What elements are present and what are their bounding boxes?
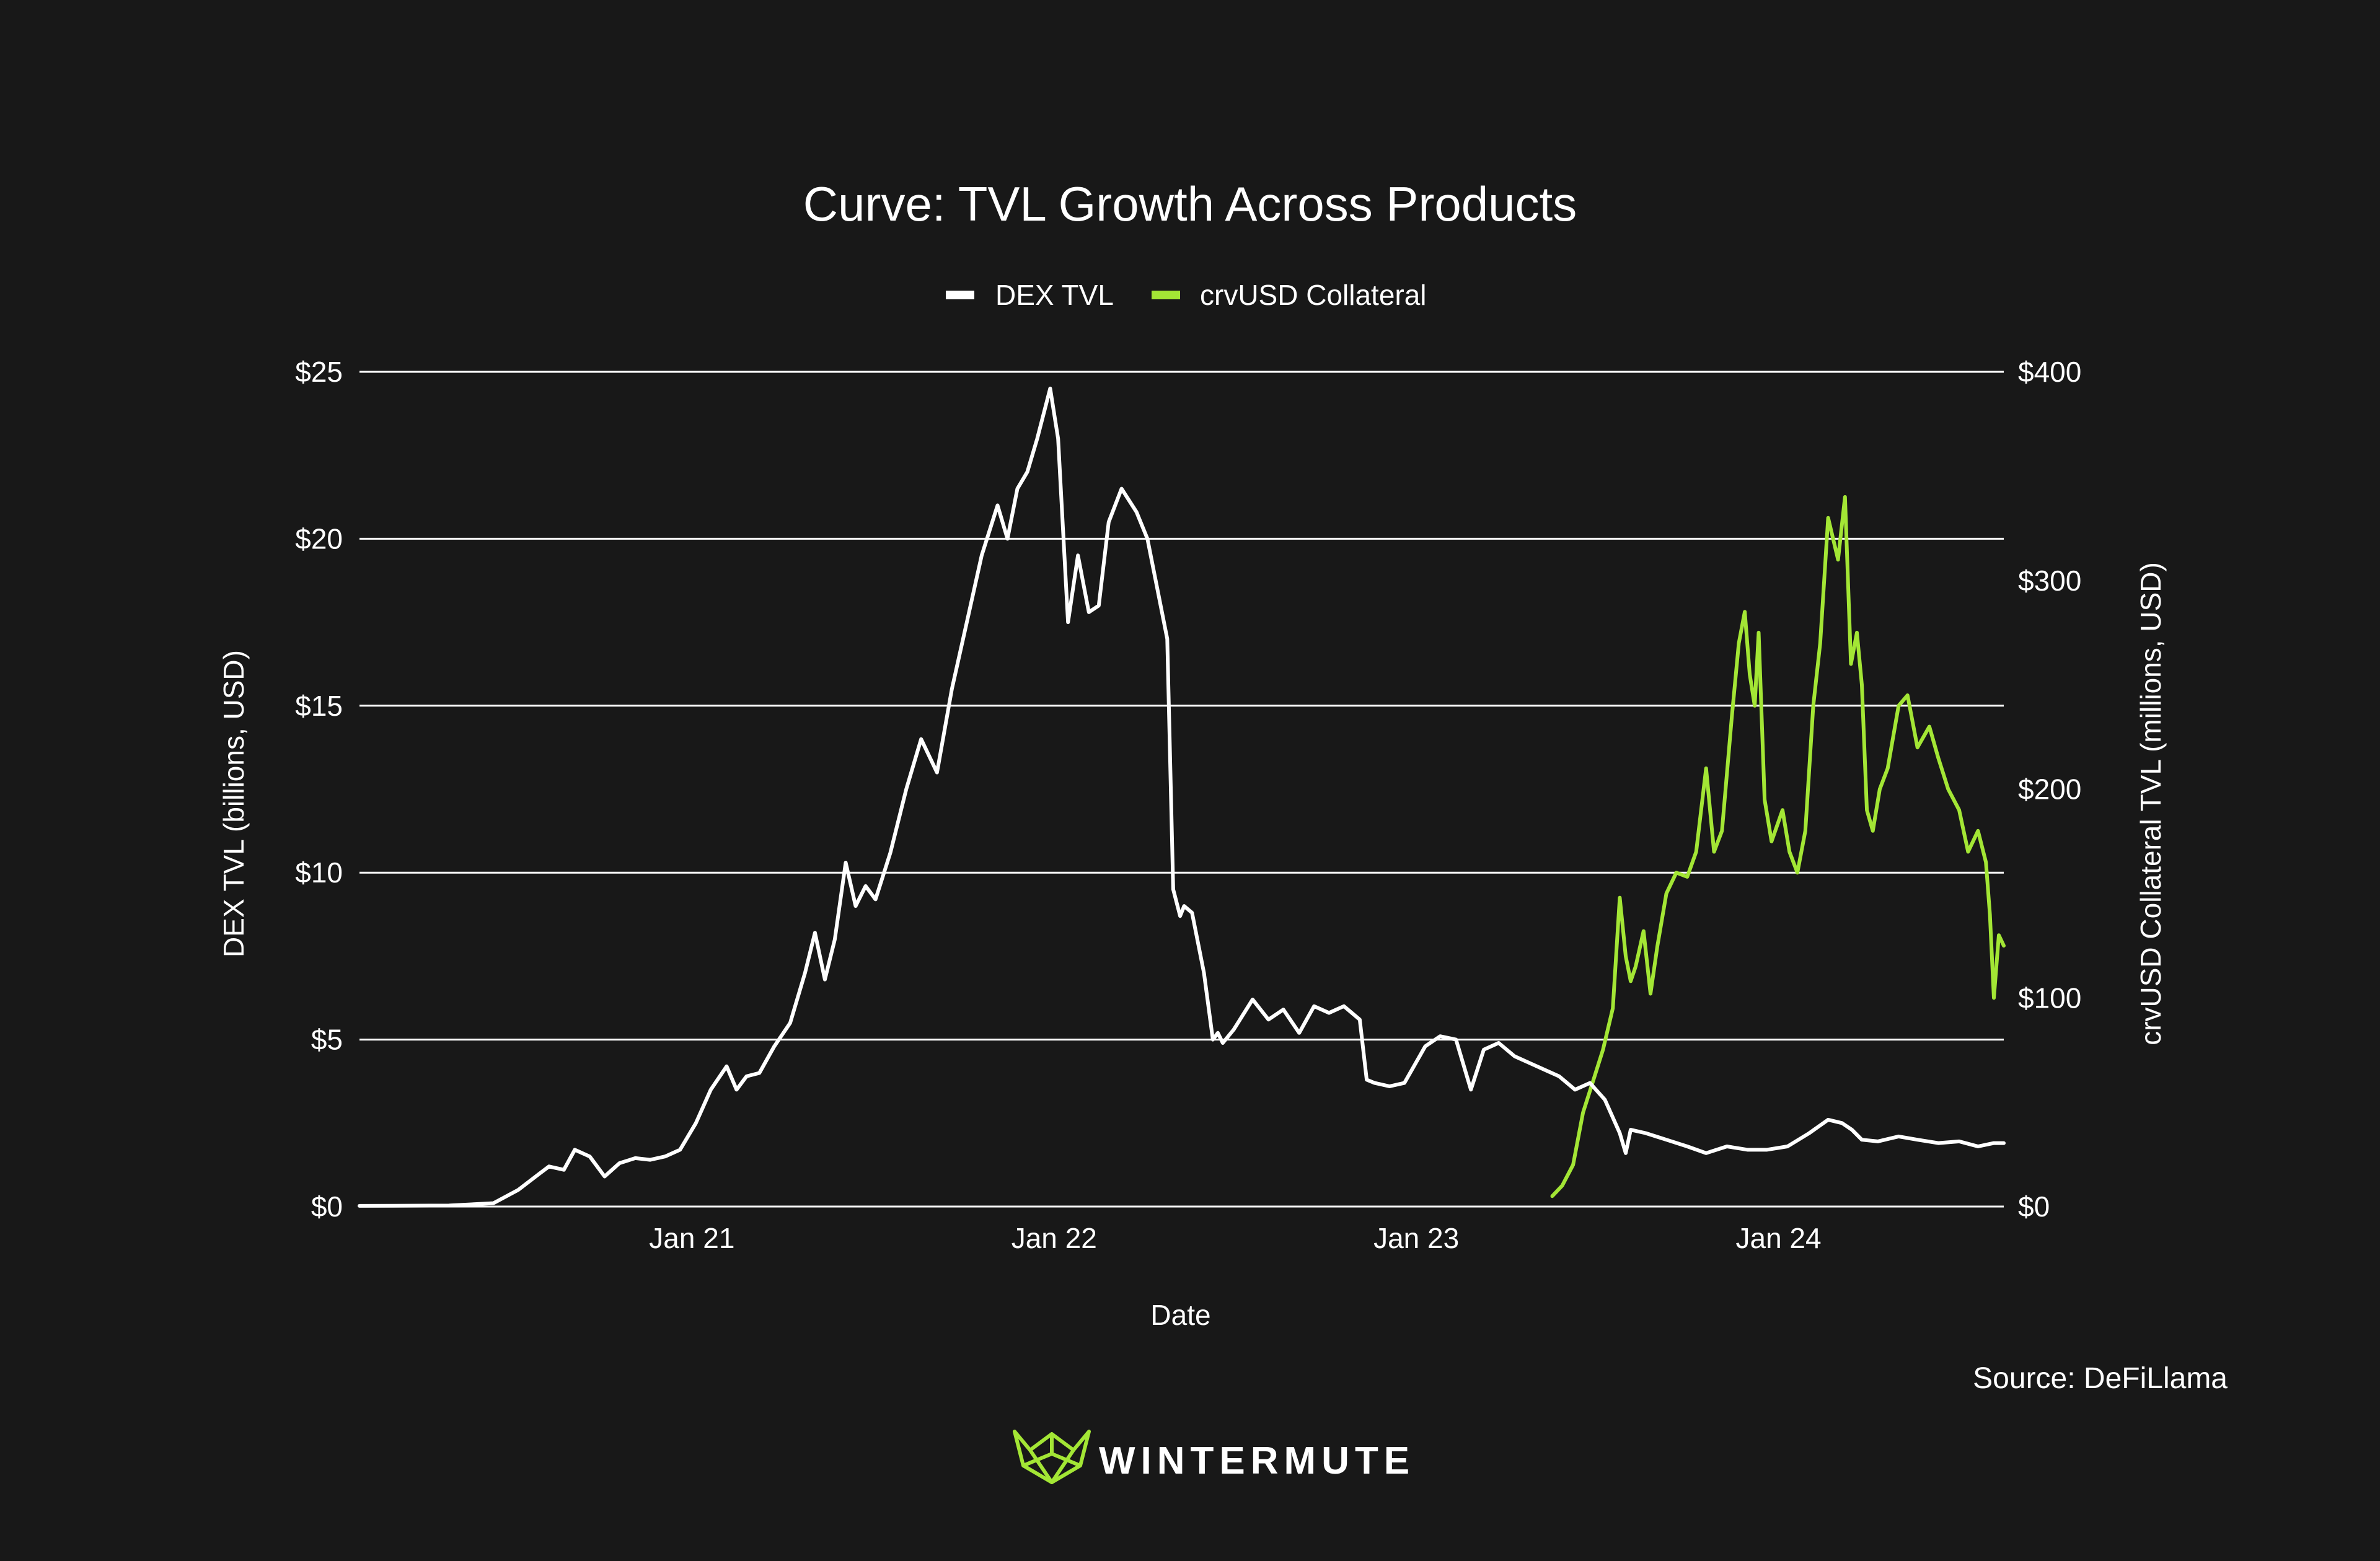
left-y-tick-label: $25 [295, 356, 343, 388]
legend-label-crvusd: crvUSD Collateral [1200, 279, 1427, 311]
x-tick-label: Jan 21 [649, 1222, 734, 1254]
source-annotation: Source: DeFiLlama [1973, 1362, 2228, 1395]
legend-label-dex: DEX TVL [995, 279, 1114, 311]
grid-layer [359, 371, 2004, 1208]
left-y-axis-label: DEX TVL (billions, USD) [218, 650, 250, 957]
left-y-tick-label: $5 [311, 1024, 343, 1056]
legend-swatch-crvusd [1152, 291, 1180, 299]
right-y-tick-label: $200 [2018, 773, 2081, 806]
legend-swatch-dex [946, 291, 974, 299]
right-y-tick-label: $100 [2018, 982, 2081, 1014]
right-y-tick-label: $0 [2018, 1190, 2050, 1223]
x-axis-ticks: Jan 21 Jan 22 Jan 23 Jan 24 [649, 1222, 1821, 1254]
left-y-tick-label: $10 [295, 856, 343, 889]
series-line-crvusd [1550, 495, 2006, 1198]
right-y-axis-label: crvUSD Collateral TVL (millions, USD) [2135, 562, 2167, 1045]
x-axis-label: Date [1150, 1299, 1210, 1331]
left-y-tick-label: $0 [311, 1190, 343, 1223]
legend: DEX TVL crvUSD Collateral [946, 279, 1427, 311]
brand-logo: WINTERMUTE [1013, 1430, 1415, 1484]
chart-title: Curve: TVL Growth Across Products [803, 177, 1577, 231]
logo-icon [1013, 1430, 1091, 1484]
left-y-tick-label: $15 [295, 690, 343, 722]
right-y-tick-label: $300 [2018, 565, 2081, 597]
brand-wordmark: WINTERMUTE [1099, 1440, 1415, 1482]
left-y-tick-label: $20 [295, 522, 343, 555]
x-tick-label: Jan 24 [1735, 1222, 1821, 1254]
right-y-axis-ticks: $0 $100 $200 $300 $400 [2018, 356, 2081, 1223]
series-line-dex [358, 386, 2006, 1208]
x-tick-label: Jan 22 [1011, 1222, 1097, 1254]
x-tick-label: Jan 23 [1373, 1222, 1459, 1254]
left-y-axis-ticks: $0 $5 $10 $15 $20 $25 [295, 356, 343, 1223]
right-y-tick-label: $400 [2018, 356, 2081, 388]
